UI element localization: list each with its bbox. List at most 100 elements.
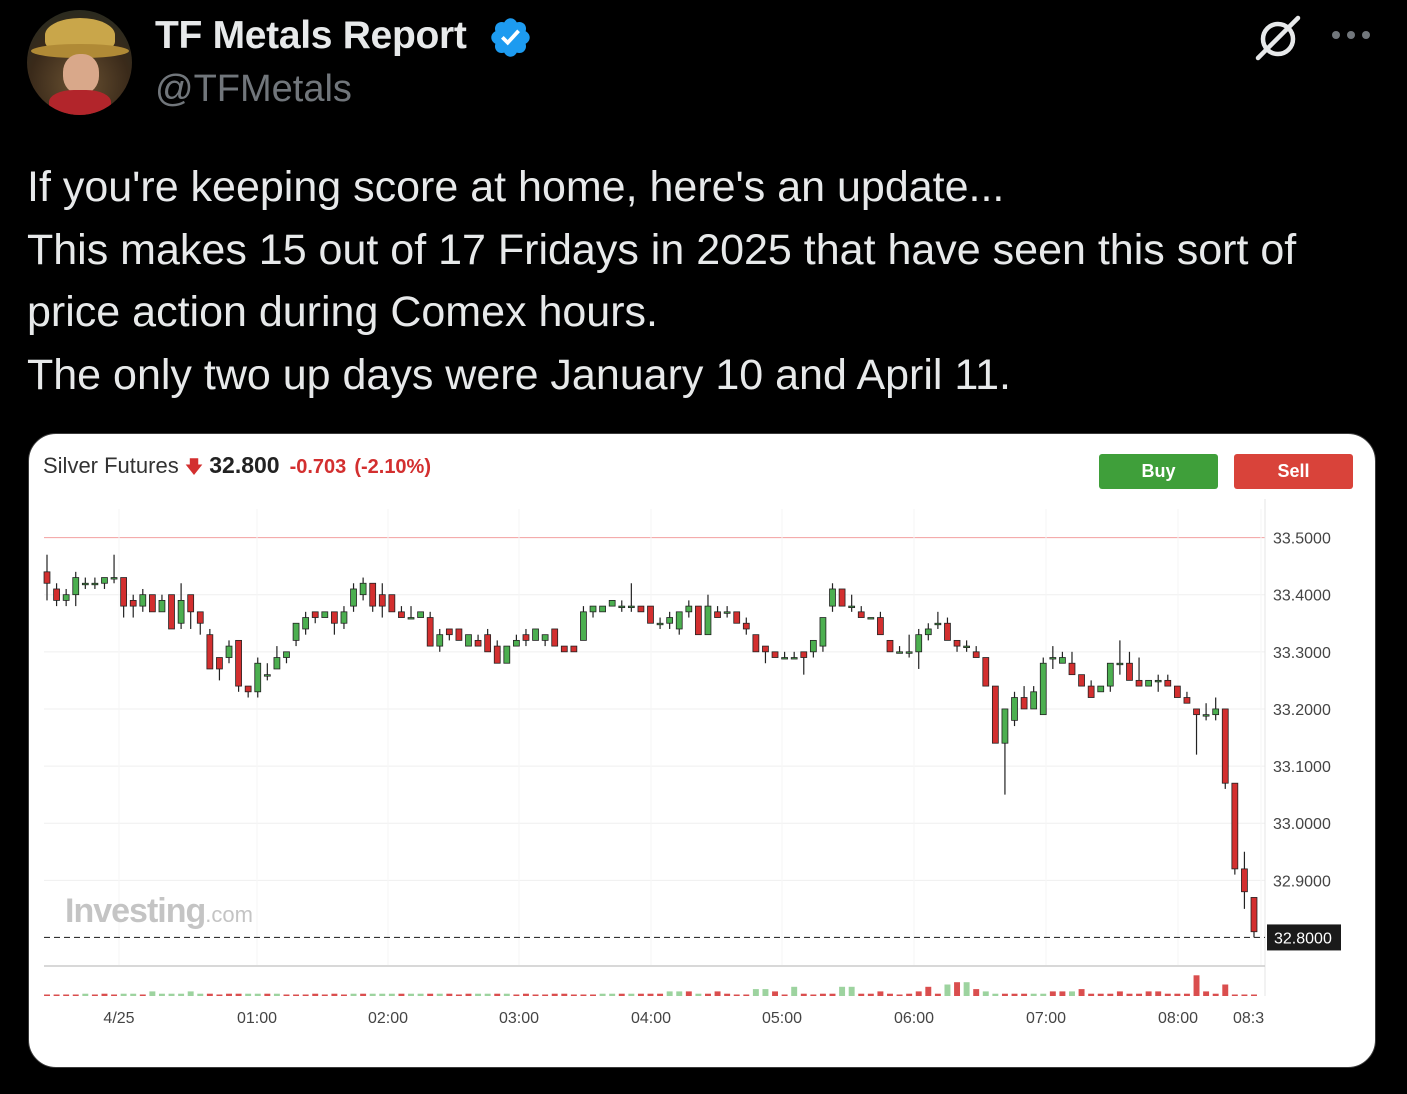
candle-body xyxy=(1078,674,1085,687)
volume-bar xyxy=(628,993,635,996)
volume-bar xyxy=(1097,993,1104,996)
volume-bar xyxy=(484,993,491,996)
candle xyxy=(244,685,252,698)
volume-bar xyxy=(666,991,673,996)
author-handle[interactable]: @TFMetals xyxy=(155,68,352,110)
candle-body xyxy=(254,662,262,693)
chart-card[interactable]: Silver Futures 🡇 32.800 -0.703 (-2.10%) … xyxy=(28,433,1376,1068)
last-price: 32.800 xyxy=(209,452,280,478)
candle xyxy=(331,611,338,635)
candle xyxy=(493,640,501,664)
candle-body xyxy=(436,634,444,647)
volume-bar xyxy=(388,993,395,996)
candle-body xyxy=(187,594,195,613)
last-price-box xyxy=(1267,924,1341,951)
volume-bar xyxy=(887,993,893,996)
author-name[interactable]: TF Metals Report xyxy=(155,14,467,57)
candle xyxy=(857,606,865,618)
candle-body xyxy=(1059,657,1066,664)
candle xyxy=(1116,640,1124,675)
candle xyxy=(580,606,587,641)
candle-body xyxy=(771,651,779,658)
volume-bar xyxy=(637,993,644,996)
volume-bar xyxy=(216,994,223,996)
volume-bar xyxy=(187,991,194,996)
candle xyxy=(752,634,760,653)
candle xyxy=(771,651,779,658)
candlestick-chart: 33.5000 33.4000 33.3000 33.2000 33.1000 33.00… xyxy=(43,499,1341,1027)
volume-bar xyxy=(1222,984,1229,996)
candle xyxy=(733,611,741,624)
candle-body xyxy=(809,639,817,653)
candle-body xyxy=(1049,657,1057,660)
volume-bar xyxy=(503,993,510,996)
volume-bar xyxy=(1174,993,1181,996)
candle xyxy=(1001,708,1009,795)
candle-body xyxy=(1193,708,1200,716)
x-tick-label: 06:00 xyxy=(894,1010,934,1027)
candle xyxy=(877,611,884,636)
volume-bar xyxy=(858,993,865,996)
candle-body xyxy=(675,611,683,630)
candle xyxy=(608,599,616,607)
more-icon[interactable] xyxy=(1330,28,1372,42)
buy-button[interactable]: Buy xyxy=(1099,454,1218,489)
candle-body xyxy=(503,645,511,664)
candle xyxy=(254,657,262,698)
candle-body xyxy=(733,611,741,624)
candle-body xyxy=(695,605,702,636)
candle xyxy=(924,623,932,641)
volume-bar xyxy=(321,994,328,996)
candle-body xyxy=(647,605,654,624)
candle xyxy=(762,645,769,664)
candle xyxy=(149,594,156,613)
candle-body xyxy=(886,639,894,653)
chart-axes: 33.5000 33.4000 33.3000 33.2000 33.1000 33.00… xyxy=(44,499,1341,1027)
candle-body xyxy=(1173,685,1181,698)
y-tick-label: 33.1000 xyxy=(1273,759,1331,776)
volume-bar xyxy=(1001,993,1008,996)
candle xyxy=(43,554,51,601)
volume-bar xyxy=(944,984,951,996)
candle-body xyxy=(1145,679,1152,687)
candle-body xyxy=(273,657,281,670)
candle xyxy=(905,634,913,658)
y-tick-label: 33.0000 xyxy=(1273,816,1331,833)
candle-body xyxy=(378,594,386,607)
candle-body xyxy=(149,594,156,613)
watermark-text: Investing xyxy=(65,892,206,930)
candle xyxy=(455,628,463,641)
candle xyxy=(704,594,712,636)
candle-body xyxy=(407,617,415,620)
volume-bar xyxy=(752,989,759,996)
candle-body xyxy=(532,628,539,641)
volume-bar xyxy=(1164,993,1171,996)
price-change-percent: (-2.10%) xyxy=(354,456,432,478)
candle xyxy=(982,657,990,687)
candle xyxy=(1068,651,1076,676)
sell-button[interactable]: Sell xyxy=(1234,454,1353,489)
candle xyxy=(963,640,970,652)
volume-bar xyxy=(63,994,70,996)
candle-body xyxy=(867,617,875,620)
candle xyxy=(522,628,530,647)
candle-body xyxy=(1241,868,1248,893)
volume-bar xyxy=(455,994,462,996)
candle xyxy=(599,605,606,613)
grok-icon[interactable] xyxy=(1252,14,1304,62)
candle-body xyxy=(991,685,999,744)
candle xyxy=(1039,657,1047,716)
candle xyxy=(848,594,856,612)
candle-body xyxy=(1068,662,1076,676)
candle xyxy=(465,634,472,647)
candle-body xyxy=(331,611,338,624)
volume-bar xyxy=(494,993,501,996)
avatar-shirt xyxy=(49,90,111,115)
volume-bar xyxy=(609,993,616,996)
avatar[interactable] xyxy=(27,10,132,115)
avatar-hat-brim xyxy=(31,44,129,58)
candle-body xyxy=(877,617,884,636)
candle xyxy=(388,594,396,613)
candle-body xyxy=(1030,691,1038,710)
volume-bar xyxy=(369,993,376,996)
